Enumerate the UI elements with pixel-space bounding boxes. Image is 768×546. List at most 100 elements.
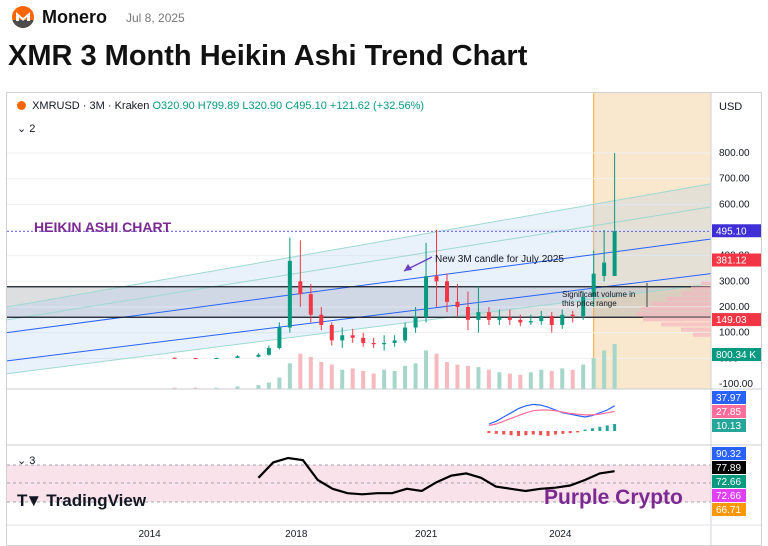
y-tick-label: 100.00 [719,328,750,339]
pane-count: 2 [29,123,36,135]
candle-body [235,356,240,358]
volume-bar [507,373,512,389]
candle-body [266,348,271,355]
signal-line [488,409,615,426]
price-badge-label: 495.10 [716,226,747,237]
candle-body [382,342,387,345]
candle-body [445,281,449,302]
volume-bar [287,363,292,389]
y-tick-label: 800.00 [719,148,750,159]
channel-upper-mid-line [7,206,712,321]
rsi-value-badge [712,475,746,488]
rsi-value-label: 72.66 [716,477,741,488]
volume-bar [350,368,355,389]
post-date: Jul 8, 2025 [126,11,185,25]
volume-bar [560,368,565,389]
volume-bar [392,371,397,389]
rsi-value-label: 72.66 [716,491,741,502]
candle-body [612,231,617,276]
heikin-ashi-label: HEIKIN ASHI CHART [34,219,172,235]
price-badge [712,313,761,327]
volume-profile-bar [651,301,711,306]
macd-histogram-bar [561,431,565,434]
volume-note: Significant volume in this price range [562,290,635,308]
candle-body [581,296,586,316]
volume-profile-bar [681,291,711,296]
author-name[interactable]: Monero [42,7,107,27]
macd-histogram-bar [590,428,594,431]
volume-bar [413,363,418,389]
chevron-down-icon: ⌄ [17,123,27,135]
macd-histogram-bar [524,431,528,436]
candle-body [214,358,219,360]
candle-body [392,340,397,343]
candle-body [350,335,355,338]
post-title: XMR 3 Month Heikin Ashi Trend Chart [8,40,528,72]
rsi-value-label: 77.89 [716,463,741,474]
ohlc-change: +121.62 (+32.56%) [329,100,425,112]
macd-histogram-bar [583,429,587,431]
pane-collapse-rsi[interactable]: ⌄ 3 [17,454,35,467]
price-badge [712,348,761,361]
volume-bar [329,364,334,389]
candle-body [277,327,282,349]
price-badge [712,224,761,238]
y-tick-label: 200.00 [719,302,750,313]
candle-body [602,262,607,276]
volume-bar [193,387,198,389]
volume-bar [403,365,408,389]
volume-bar [539,369,544,389]
candle-body [424,276,429,318]
macd-histogram-bar [516,431,520,436]
post-header: Monero Jul 8, 2025 [0,0,768,36]
ohlc-low: L320.90 [242,100,283,112]
candle-body [193,358,198,360]
macd-histogram-bar [502,431,506,435]
volume-profile-bar [691,286,711,291]
volume-profile-bar [641,307,711,312]
symbol-name[interactable]: XMRUSD · 3M · Kraken [32,100,150,112]
candle-body [518,319,523,323]
candle-body [507,317,512,320]
chart-canvas: HEIKIN ASHI CHART New 3M candle for July … [7,93,761,545]
macd-histogram-bar [531,431,535,435]
macd-histogram-bar [546,431,550,436]
volume-bar [172,387,177,389]
rsi-value-badge [712,489,746,502]
price-badge-label: 800.34 K [716,350,756,361]
currency-label[interactable]: USD [719,101,743,113]
volume-profile-bar [636,312,711,317]
y-tick-label: 300.00 [719,276,750,287]
volume-profile-bar [701,281,711,286]
volume-bar [602,350,607,389]
macd-histogram-bar [613,424,617,431]
candle-body [371,342,376,345]
tradingview-watermark: T▼ TradingView [17,491,146,511]
candle-body [319,314,324,325]
volume-bar [518,374,523,389]
candle-body [455,301,460,307]
tradingview-chart[interactable]: HEIKIN ASHI CHART New 3M candle for July … [6,92,762,546]
macd-value-badge [712,419,746,432]
volume-bar [298,353,303,389]
volume-bar [340,369,345,389]
tradingview-logo-icon: T▼ [17,491,42,510]
price-badge-label: 381.12 [716,256,747,267]
candle-body [287,260,292,328]
candle-body [497,317,502,320]
candle-body [434,276,439,282]
macd-histogram-bar [605,425,609,431]
volume-profile-bar [666,296,711,301]
rsi-value-label: 66.71 [716,505,741,516]
pane-collapse-main[interactable]: ⌄ 2 [17,122,35,135]
candle-body [486,312,491,320]
y-tick-label: 700.00 [719,174,750,185]
new-candle-annotation: New 3M candle for July 2025 [435,254,564,265]
price-badge [712,253,761,267]
candle-body [570,314,575,316]
candle-body [539,315,544,322]
macd-histogram-bar [539,431,543,436]
volume-bar [319,362,324,389]
volume-bar [361,371,366,389]
macd-value-label: 37.97 [716,393,741,404]
